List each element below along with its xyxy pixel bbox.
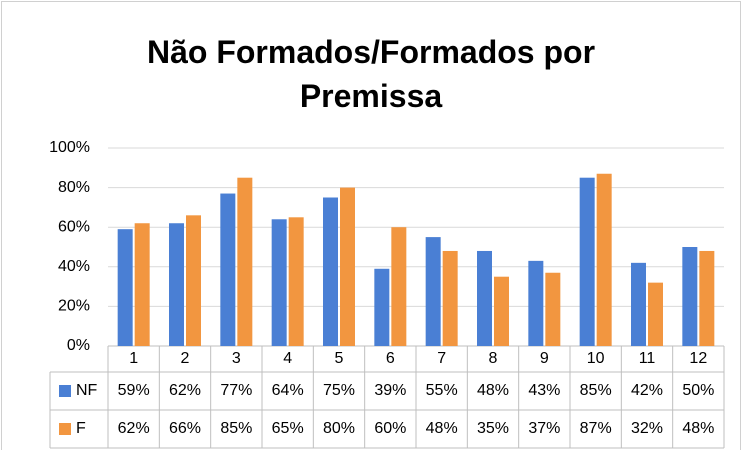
bar [648,282,663,346]
bar [186,215,201,346]
bar [579,177,595,346]
table-value: 50% [682,382,714,399]
legend-label: F [76,420,86,437]
bar [425,237,441,346]
x-tick-label: 12 [689,350,707,367]
bar [134,223,150,346]
table-value: 60% [374,420,406,437]
table-value: 65% [272,420,304,437]
table-value: 48% [477,382,509,399]
bar [477,250,492,346]
table-value: 75% [323,382,355,399]
bar [545,272,561,346]
legend-key [59,423,71,435]
bar [323,197,338,346]
table-value: 59% [118,382,150,399]
y-tick-label: 20% [58,298,90,315]
bar [528,260,544,346]
table-value: 42% [631,382,663,399]
bar [117,229,133,346]
table-value: 85% [580,382,612,399]
y-tick-label: 40% [58,258,90,275]
bar [237,177,253,346]
x-tick-label: 10 [587,350,605,367]
bar [494,276,509,346]
bar [699,250,715,346]
bar [220,193,236,346]
table-value: 35% [477,420,509,437]
bar [391,227,407,346]
x-tick-label: 8 [489,350,498,367]
table-value: 85% [220,420,252,437]
table-value: 48% [426,420,458,437]
bar [442,250,458,346]
x-tick-label: 9 [540,350,549,367]
table-value: 64% [272,382,304,399]
table-value: 80% [323,420,355,437]
x-tick-label: 5 [335,350,344,367]
legend-key [59,385,71,397]
bar [374,268,390,346]
bar [631,262,646,346]
x-tick-label: 7 [437,350,446,367]
table-value: 55% [426,382,458,399]
x-tick-label: 4 [283,350,292,367]
bar [169,223,184,346]
chart-title: Não Formados/Formados por Premissa [146,34,596,114]
bar [682,247,698,346]
table-value: 77% [220,382,252,399]
y-tick-label: 80% [58,179,90,196]
bar [271,219,287,346]
x-tick-label: 11 [639,350,656,367]
bar [288,217,304,346]
x-tick-label: 3 [232,350,241,367]
x-tick-label: 6 [386,350,395,367]
table-value: 62% [169,382,201,399]
x-tick-label: 2 [181,350,190,367]
table-value: 37% [528,420,560,437]
y-tick-label: 100% [49,139,90,156]
bar [596,173,612,346]
table-value: 48% [682,420,714,437]
legend-label: NF [76,382,98,399]
x-tick-label: 1 [129,350,138,367]
table-value: 39% [374,382,406,399]
table-value: 66% [169,420,201,437]
table-value: 43% [528,382,560,399]
table-value: 87% [580,420,612,437]
table-value: 62% [118,420,150,437]
bar [340,187,355,346]
y-tick-label: 0% [67,337,90,354]
y-tick-label: 60% [58,218,90,235]
table-value: 32% [631,420,663,437]
